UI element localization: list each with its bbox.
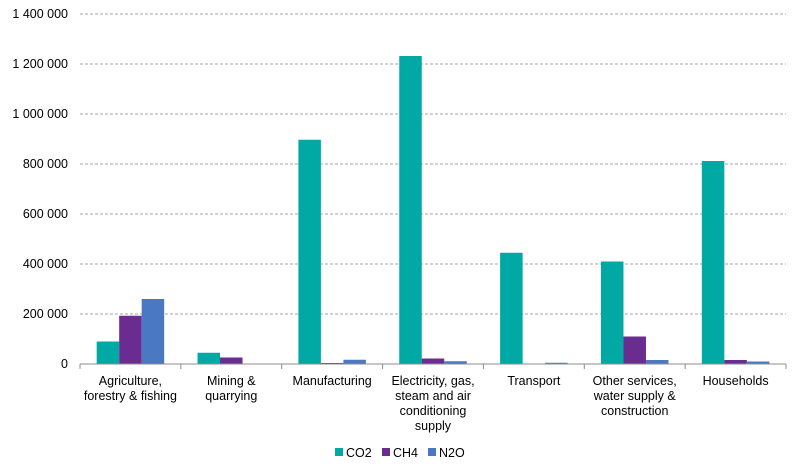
y-tick-label: 1 400 000 xyxy=(12,7,68,21)
bar-n2o xyxy=(746,361,770,364)
bar-co2 xyxy=(96,341,120,364)
gridlines xyxy=(80,13,786,315)
bar-co2 xyxy=(298,139,321,364)
legend-swatch-n2o xyxy=(428,448,436,456)
legend-label-co2: CO2 xyxy=(346,446,372,460)
bar-n2o xyxy=(343,359,366,364)
bars xyxy=(96,56,770,364)
bar-co2 xyxy=(399,56,422,364)
bar-n2o xyxy=(444,361,467,364)
y-tick-label: 800 000 xyxy=(23,157,68,171)
x-category-label: Mining & xyxy=(207,374,256,388)
y-tick-label: 1 000 000 xyxy=(12,107,68,121)
bar-ch4 xyxy=(421,358,445,364)
x-category-label: construction xyxy=(601,404,668,418)
x-axis-category-labels: Agriculture,forestry & fishing Mining &qu… xyxy=(84,374,769,433)
legend-label-ch4: CH4 xyxy=(393,446,418,460)
legend: CO2 CH4 N2O xyxy=(335,446,465,460)
x-category-label: forestry & fishing xyxy=(84,389,177,403)
bar-n2o xyxy=(645,360,669,364)
bar-n2o xyxy=(141,299,165,364)
bar-n2o xyxy=(545,362,568,364)
bar-co2 xyxy=(500,252,523,364)
bar-ch4 xyxy=(119,315,142,364)
x-category-label: Households xyxy=(703,374,769,388)
x-category-label: steam and air xyxy=(395,389,471,403)
x-category-label: Electricity, gas, xyxy=(391,374,474,388)
y-tick-label: 1 200 000 xyxy=(12,57,68,71)
x-category-label: Transport xyxy=(507,374,561,388)
x-category-label: Agriculture, xyxy=(99,374,162,388)
bar-co2 xyxy=(701,161,725,364)
y-tick-label: 600 000 xyxy=(23,207,68,221)
bar-ch4 xyxy=(220,357,243,364)
legend-label-n2o: N2O xyxy=(439,446,465,460)
y-tick-label: 200 000 xyxy=(23,307,68,321)
y-tick-label: 400 000 xyxy=(23,257,68,271)
x-category-label: Manufacturing xyxy=(293,374,372,388)
x-category-label: supply xyxy=(415,419,452,433)
x-category-label: water supply & xyxy=(593,389,677,403)
legend-swatch-co2 xyxy=(335,448,343,456)
bar-ch4 xyxy=(724,360,747,364)
x-axis-ticks xyxy=(79,364,787,369)
y-axis-tick-labels: 0 200 000 400 000 600 000 800 000 1 000 000 1 … xyxy=(12,7,68,371)
y-tick-label: 0 xyxy=(61,357,68,371)
legend-swatch-ch4 xyxy=(382,448,390,456)
bar-co2 xyxy=(600,261,624,364)
x-category-label: conditioning xyxy=(400,404,467,418)
bar-co2 xyxy=(197,352,221,364)
bar-ch4 xyxy=(623,336,646,364)
x-category-label: quarrying xyxy=(205,389,257,403)
x-category-label: Other services, xyxy=(593,374,677,388)
